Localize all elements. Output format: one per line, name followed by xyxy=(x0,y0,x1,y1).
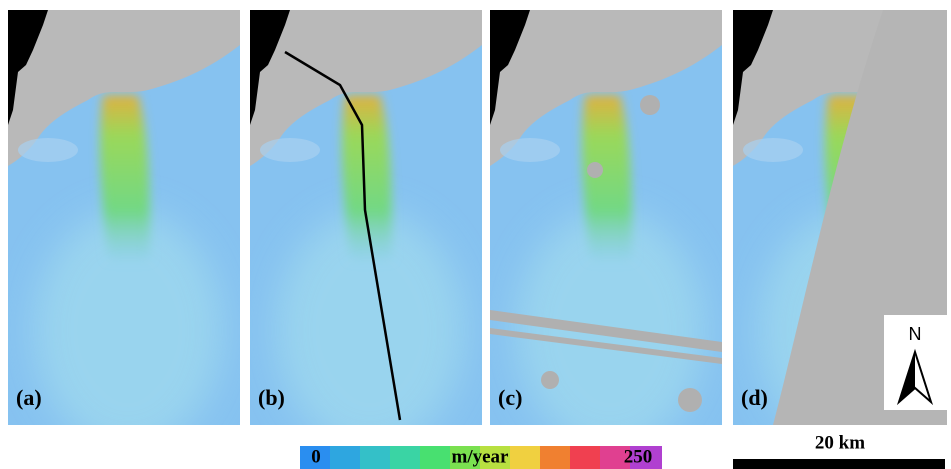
panel-label: (d) xyxy=(741,385,768,410)
colorbar-max: 250 xyxy=(624,446,653,467)
panel-label: (b) xyxy=(258,385,285,410)
north-label: N xyxy=(909,324,922,344)
panel-label: (a) xyxy=(16,385,42,410)
colorbar-unit: m/year xyxy=(452,446,510,467)
profile-line xyxy=(284,50,402,421)
scale-bar: 20 km xyxy=(733,432,945,469)
panel-a: (a) xyxy=(8,10,240,450)
panel-b: (b) xyxy=(250,10,482,450)
panel-c: (c) xyxy=(490,10,722,450)
colorbar: 0 m/year 250 xyxy=(300,446,662,469)
colorbar-min: 0 xyxy=(311,446,321,467)
panel-label: (c) xyxy=(498,385,522,410)
scale-label: 20 km xyxy=(815,432,865,453)
panel-d: N (d) xyxy=(733,10,947,425)
